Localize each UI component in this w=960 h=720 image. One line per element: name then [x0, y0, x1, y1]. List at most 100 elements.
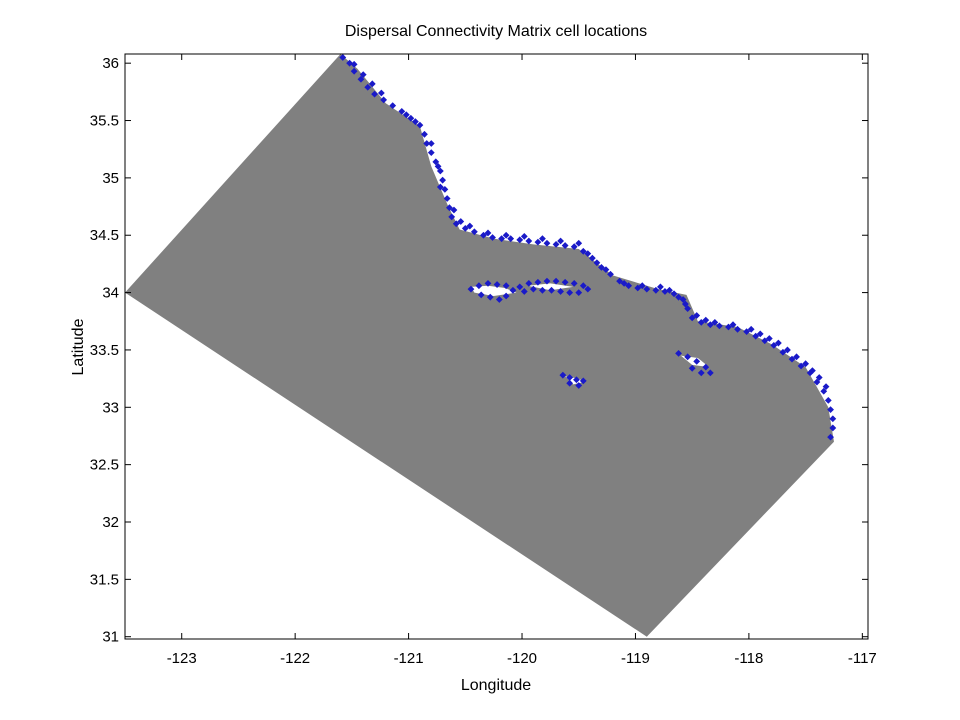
cell-marker — [520, 232, 528, 240]
cell-marker — [793, 353, 800, 361]
cell-marker — [657, 283, 664, 291]
cell-marker — [822, 383, 830, 391]
cell-marker — [702, 363, 710, 371]
cell-marker — [441, 185, 449, 193]
cell-marker — [765, 335, 773, 342]
cell-marker — [543, 277, 551, 285]
cell-marker — [368, 80, 376, 88]
y-tick-label: 35.5 — [90, 113, 119, 130]
cell-marker — [566, 379, 574, 387]
cell-marker — [625, 282, 633, 290]
cell-marker — [725, 323, 732, 331]
cell-marker — [620, 280, 628, 287]
cell-marker — [734, 325, 741, 333]
cell-marker — [421, 130, 428, 138]
cell-marker — [829, 424, 837, 432]
cell-marker — [557, 237, 564, 245]
cell-marker — [548, 286, 555, 294]
cell-marker — [398, 107, 406, 115]
cell-marker — [423, 140, 431, 147]
cell-marker — [679, 296, 687, 303]
cell-marker — [450, 206, 458, 214]
cell-marker — [813, 378, 821, 386]
cell-marker — [575, 382, 583, 389]
cell-marker — [534, 278, 542, 286]
cell-marker — [407, 114, 415, 122]
cell-marker — [552, 277, 560, 285]
cell-marker — [770, 341, 778, 349]
cell-marker — [350, 60, 358, 68]
cell-marker — [643, 285, 651, 293]
cell-marker — [557, 288, 564, 295]
cell-marker — [706, 369, 714, 377]
cell-marker — [573, 376, 580, 384]
model-domain-area — [125, 54, 834, 637]
y-tick-label: 32 — [102, 514, 119, 531]
cell-marker — [675, 349, 682, 357]
cell-marker — [706, 321, 714, 329]
cell-marker — [693, 358, 701, 365]
cell-marker — [539, 286, 546, 294]
cell-marker — [570, 243, 578, 251]
cell-marker — [652, 286, 660, 294]
cell-marker — [489, 234, 496, 241]
cell-marker — [684, 305, 692, 313]
cell-marker — [534, 238, 542, 246]
axes-frame — [124, 53, 869, 640]
cell-marker — [575, 289, 583, 296]
y-axis-ticks: 31 31.5 32 32.5 33 33.5 34 34.5 35 35.5 36 — [90, 55, 868, 646]
x-axis-label: Longitude — [461, 677, 531, 694]
cell-marker — [529, 285, 537, 293]
cell-marker — [502, 282, 510, 290]
cell-marker — [761, 337, 769, 345]
cell-marker — [797, 362, 805, 370]
y-tick-label: 34 — [102, 285, 119, 302]
cell-marker — [543, 239, 551, 247]
cell-marker — [552, 241, 560, 248]
cell-marker — [525, 237, 533, 245]
cell-marker — [561, 242, 569, 249]
cell-marker — [774, 339, 782, 347]
cell-marker — [457, 218, 465, 225]
cell-marker — [466, 222, 474, 230]
cell-marker — [829, 415, 837, 423]
cell-marker — [593, 259, 601, 267]
cell-marker — [584, 285, 592, 293]
cell-marker — [525, 280, 533, 287]
y-tick-label: 33 — [102, 399, 119, 416]
cell-marker — [436, 167, 444, 175]
y-tick-label: 32.5 — [90, 457, 119, 474]
cell-marker — [380, 96, 388, 104]
cell-marker — [743, 328, 751, 335]
cell-marker — [516, 283, 524, 291]
cell-marker — [359, 71, 367, 79]
cell-marker — [702, 316, 710, 324]
x-tick-label: -123 — [167, 650, 197, 667]
cell-marker — [432, 158, 440, 166]
cell-marker — [566, 289, 574, 296]
cell-marker — [416, 121, 424, 129]
cell-marker — [448, 213, 456, 221]
cell-marker — [779, 348, 787, 356]
cell-marker — [507, 235, 515, 243]
cell-marker — [493, 281, 501, 288]
cell-marker — [484, 229, 492, 237]
cell-marker — [693, 312, 701, 319]
cell-marker — [827, 406, 834, 413]
cell-marker — [475, 282, 483, 290]
cell-marker — [477, 291, 485, 299]
cell-marker — [711, 319, 719, 326]
cell-marker — [575, 239, 583, 247]
cell-marker — [684, 353, 692, 361]
y-tick-label: 33.5 — [90, 342, 119, 359]
y-tick-label: 35 — [102, 170, 119, 187]
cell-marker — [634, 284, 642, 292]
chart-title: Dispersal Connectivity Matrix cell locat… — [345, 23, 647, 40]
cell-marker — [588, 254, 596, 262]
cell-marker — [570, 280, 578, 287]
cell-marker — [495, 296, 503, 303]
cell-marker — [820, 387, 828, 395]
cell-marker — [371, 90, 378, 98]
cell-marker — [729, 321, 737, 329]
